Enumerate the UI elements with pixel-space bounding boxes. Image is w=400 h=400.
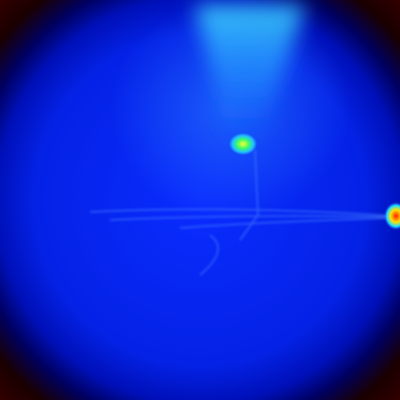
hot-spot [229, 133, 257, 155]
edge-spot [384, 202, 400, 230]
streaks [89, 149, 396, 276]
plume [195, 5, 305, 140]
